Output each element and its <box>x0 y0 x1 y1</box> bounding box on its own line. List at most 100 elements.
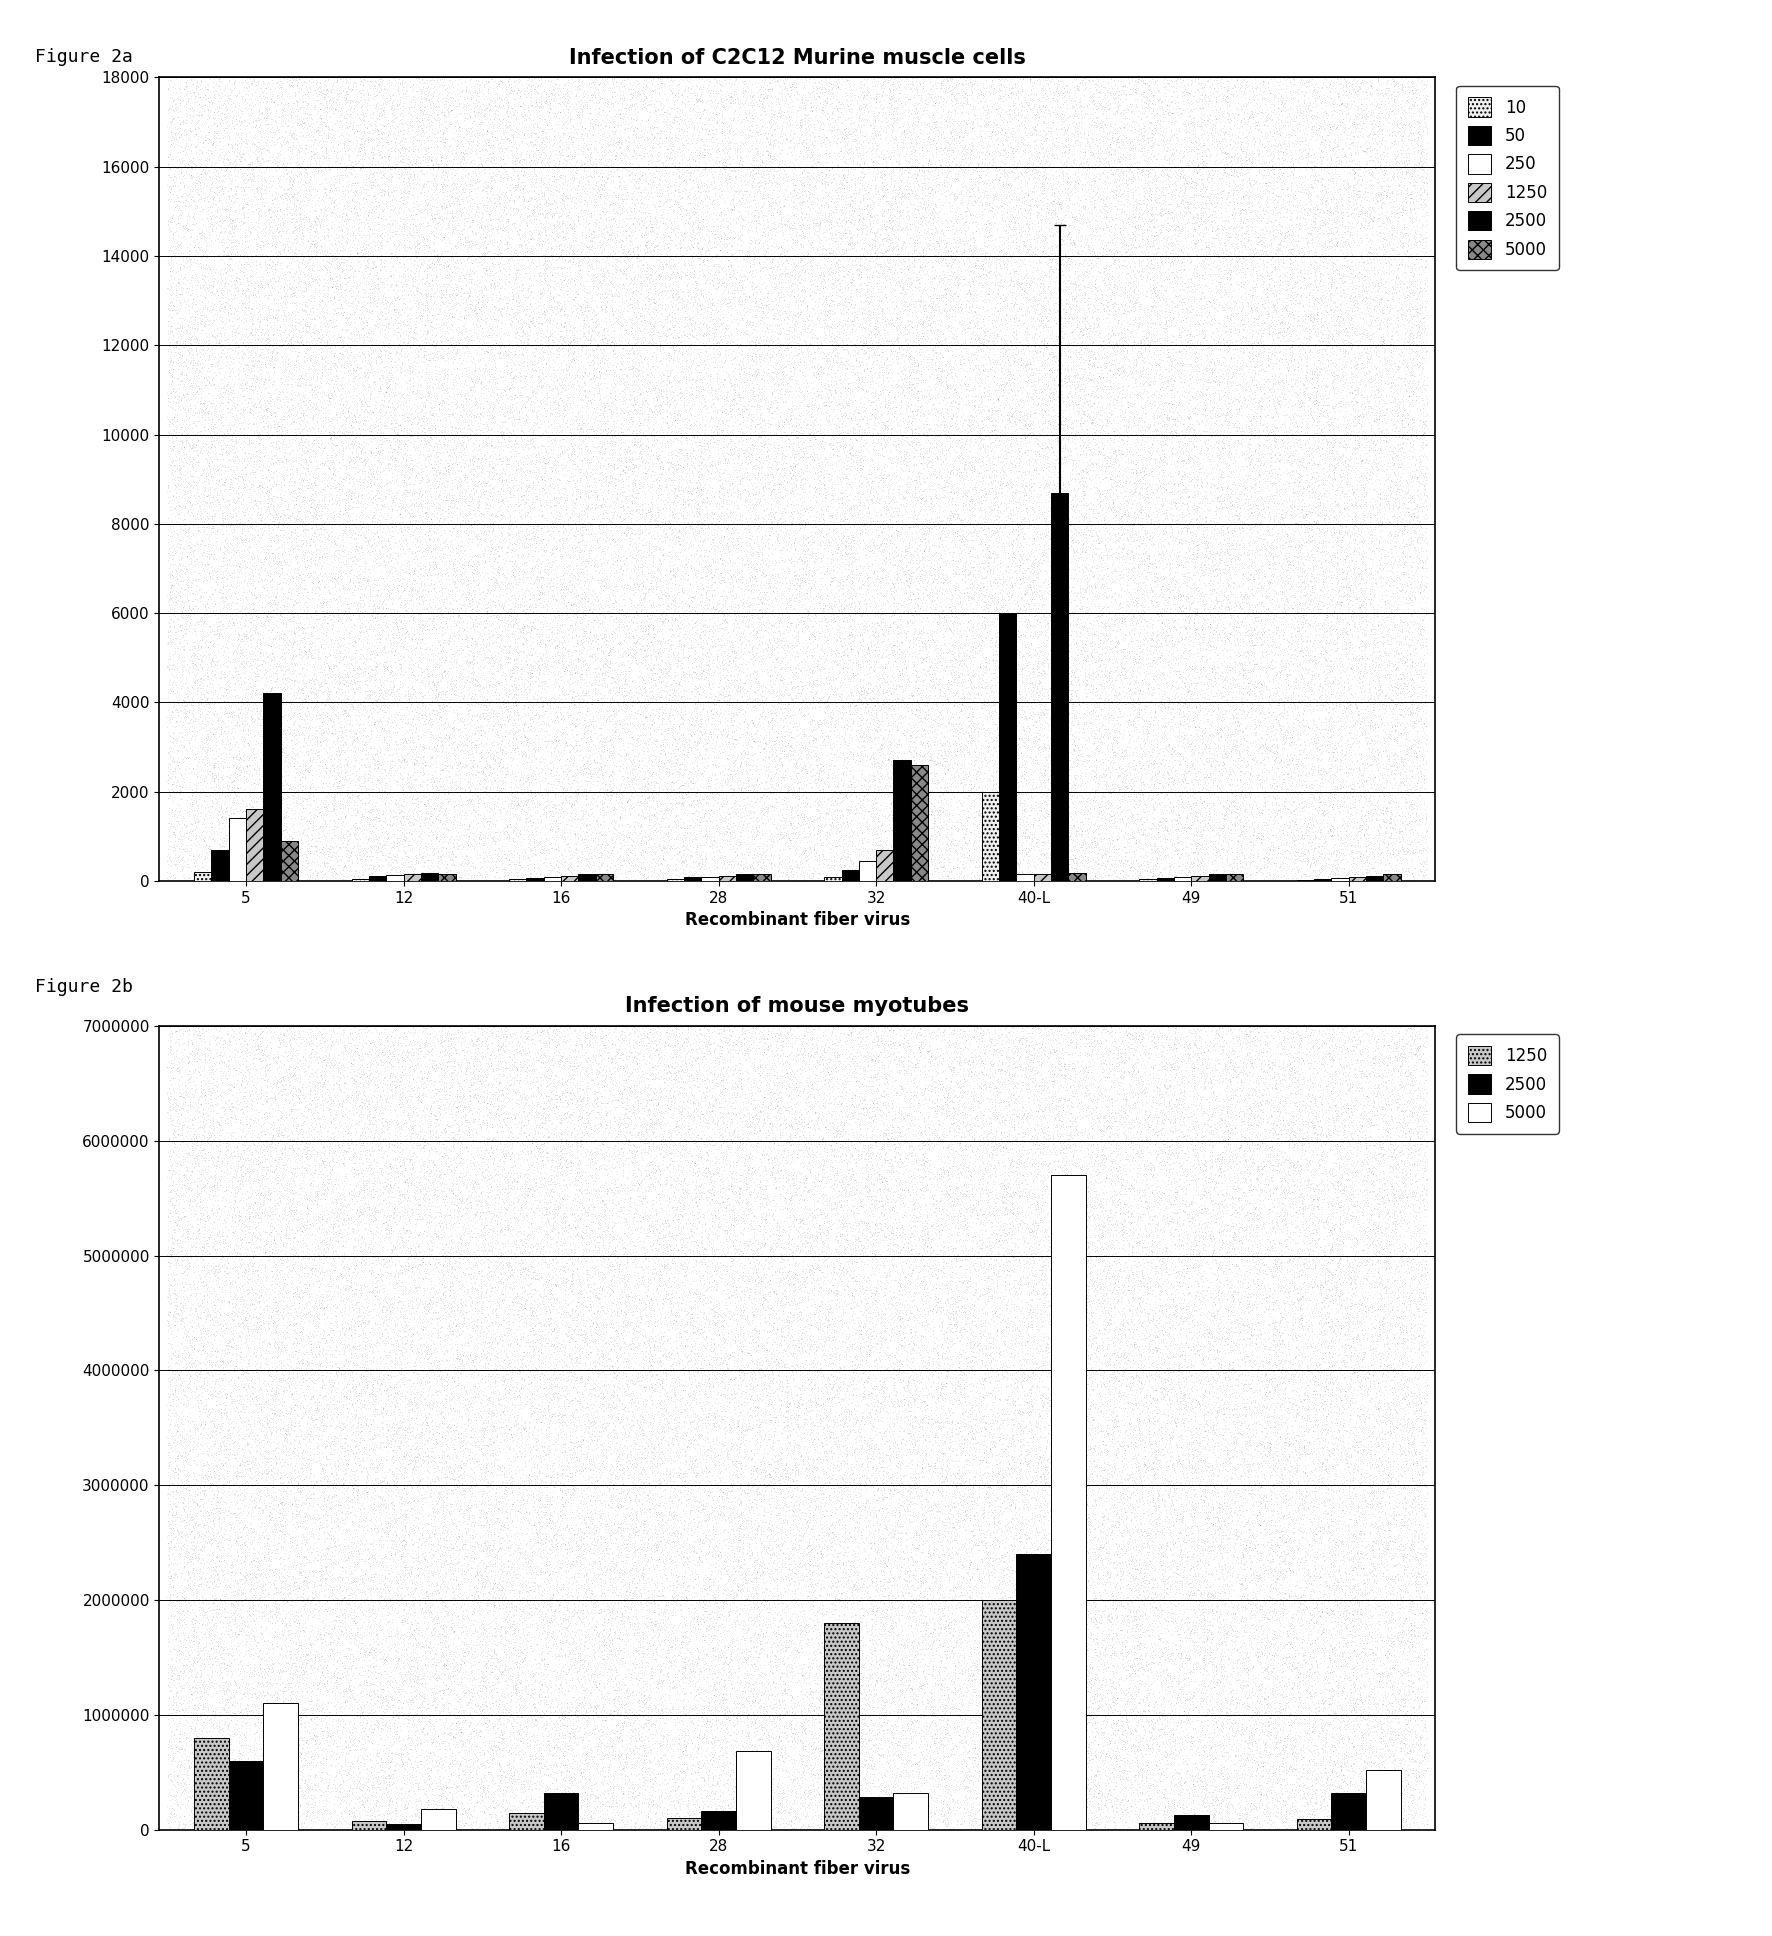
Point <box>918 1061 946 1092</box>
Point <box>851 1276 879 1307</box>
Point <box>698 650 727 681</box>
Point <box>1265 600 1294 631</box>
Point <box>211 796 239 827</box>
Point <box>1033 1454 1061 1485</box>
Point <box>1184 199 1212 230</box>
Point <box>539 1582 567 1613</box>
Point <box>1333 1746 1361 1777</box>
Point <box>1403 771 1432 802</box>
Point <box>1196 1632 1224 1663</box>
Point <box>1393 1404 1421 1435</box>
Point <box>760 1467 789 1498</box>
Point <box>436 407 464 438</box>
Point <box>505 1378 533 1409</box>
Point <box>1333 279 1361 310</box>
Point <box>450 1212 478 1243</box>
Point <box>436 1220 464 1251</box>
Point <box>1283 1237 1311 1268</box>
Point <box>750 1284 778 1315</box>
Point <box>613 1299 641 1330</box>
Point <box>1123 1247 1152 1278</box>
Point <box>248 271 276 302</box>
Point <box>755 1735 783 1766</box>
Point <box>175 1717 204 1748</box>
Point <box>310 1131 338 1162</box>
Point <box>528 91 556 122</box>
Point <box>734 1442 762 1473</box>
Point <box>553 1378 581 1409</box>
Point <box>525 745 553 776</box>
Point <box>1350 1688 1379 1719</box>
Point <box>298 1483 326 1514</box>
Point <box>1010 339 1038 370</box>
Point <box>1232 472 1260 503</box>
Point <box>594 1032 622 1063</box>
Point <box>1067 1189 1095 1220</box>
Point <box>1143 348 1171 379</box>
Point <box>1246 621 1274 652</box>
Point <box>721 1729 750 1760</box>
Point <box>377 1287 406 1318</box>
Point <box>243 176 271 207</box>
Point <box>289 1078 317 1109</box>
Point <box>975 1069 1003 1100</box>
Point <box>478 643 507 674</box>
Point <box>1129 575 1157 606</box>
Point <box>1026 1016 1054 1047</box>
Point <box>1294 381 1322 412</box>
Point <box>1263 784 1292 815</box>
Point <box>1008 263 1037 294</box>
Point <box>276 1034 305 1065</box>
Point <box>567 1222 595 1253</box>
Point <box>1164 228 1193 259</box>
Point <box>216 227 245 257</box>
Point <box>1244 1504 1272 1535</box>
Point <box>1320 356 1348 387</box>
Point <box>1223 472 1251 503</box>
Point <box>491 1591 519 1622</box>
Point <box>418 819 447 850</box>
Point <box>1069 842 1097 873</box>
Point <box>1279 1365 1308 1396</box>
Point <box>408 416 436 447</box>
Point <box>179 296 207 327</box>
Point <box>227 335 255 366</box>
Point <box>191 1675 220 1706</box>
Point <box>1290 1640 1318 1671</box>
Point <box>1162 1686 1191 1717</box>
Point <box>1042 199 1070 230</box>
Point <box>1285 711 1313 741</box>
Point <box>1354 283 1382 314</box>
Point <box>1100 1266 1129 1297</box>
Point <box>1205 439 1233 470</box>
Point <box>718 1057 746 1088</box>
Point <box>748 538 776 569</box>
Point <box>507 1659 535 1690</box>
Point <box>342 1620 370 1651</box>
Point <box>610 219 638 250</box>
Point <box>1235 1156 1263 1187</box>
Point <box>1310 182 1338 213</box>
Point <box>372 503 400 534</box>
Point <box>245 172 273 203</box>
Point <box>1297 778 1325 809</box>
Point <box>360 1264 388 1295</box>
Point <box>285 1134 314 1165</box>
Point <box>299 256 328 287</box>
Point <box>1193 598 1221 629</box>
Point <box>1292 1082 1320 1113</box>
Point <box>330 209 358 240</box>
Point <box>1242 1065 1271 1096</box>
Point <box>535 1249 563 1280</box>
Point <box>643 1179 672 1210</box>
Point <box>1058 1274 1086 1305</box>
Point <box>753 1100 781 1131</box>
Point <box>1010 621 1038 652</box>
Point <box>158 310 186 341</box>
Point <box>789 780 817 811</box>
Point <box>1318 1595 1347 1626</box>
Point <box>636 368 664 399</box>
Point <box>693 1649 721 1680</box>
Point <box>592 261 620 292</box>
Point <box>955 207 983 238</box>
